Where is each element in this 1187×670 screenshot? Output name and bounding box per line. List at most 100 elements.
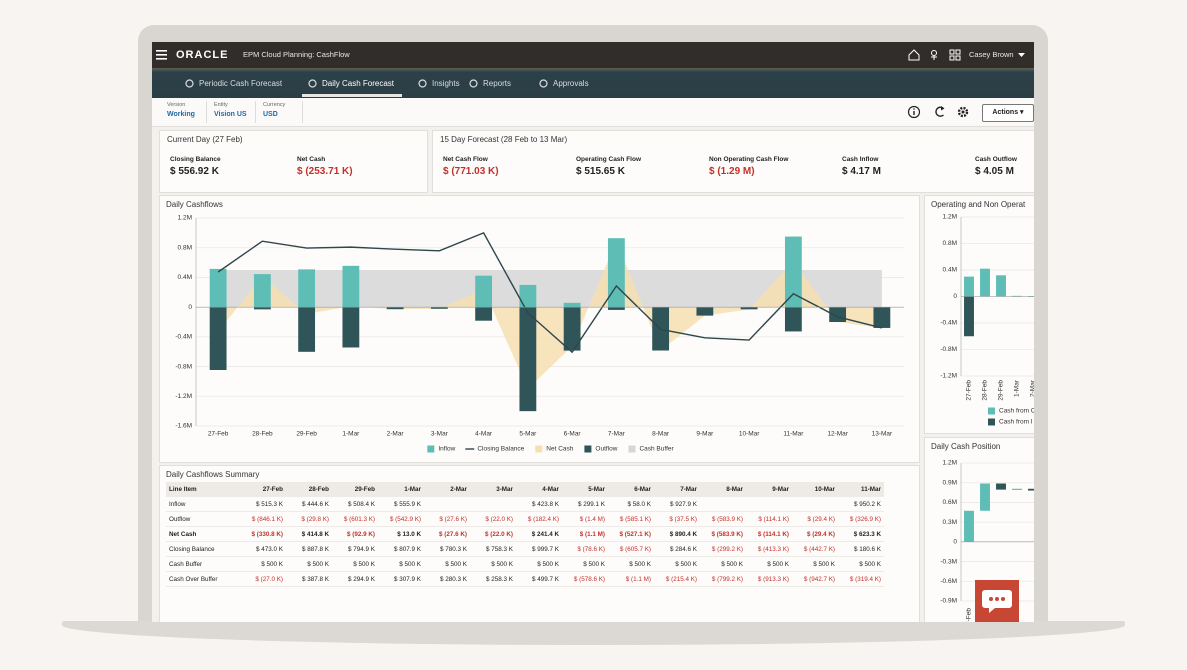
table-cell: $ 887.8 K xyxy=(286,541,332,557)
y-tick-label: -0.4M xyxy=(940,320,957,327)
metric: Net Cash Flow $ (771.03 K) xyxy=(443,156,576,177)
column-header: 2-Mar xyxy=(424,482,470,497)
chat-button[interactable] xyxy=(975,580,1019,622)
metric: Non Operating Cash Flow $ (1.29 M) xyxy=(709,156,842,177)
x-tick-label: 6-Mar xyxy=(564,431,582,438)
x-tick-label: 29-Feb xyxy=(296,431,317,438)
metric-value: $ 4.17 M xyxy=(842,166,881,177)
chart-title: Daily Cashflows xyxy=(166,200,223,209)
table-cell: $ (319.4 K) xyxy=(838,571,884,587)
legend: Cash from C Cash from I xyxy=(988,407,1034,426)
legend-label: Cash from I xyxy=(999,419,1033,426)
bar xyxy=(519,307,537,412)
pov-value[interactable]: USD xyxy=(263,111,278,118)
nav-tab[interactable]: Daily Cash Forecast xyxy=(322,79,395,88)
bar xyxy=(342,307,360,348)
x-tick-label: 28-Feb xyxy=(982,380,989,401)
user-menu[interactable]: Casey Brown xyxy=(969,50,1014,59)
header-icons[interactable] xyxy=(908,48,978,62)
tab-icon[interactable] xyxy=(469,79,478,88)
legend-label: Outflow xyxy=(595,446,617,453)
menu-icon[interactable] xyxy=(156,50,167,60)
pov-value[interactable]: Working xyxy=(167,111,195,118)
table-cell: $ (846.1 K) xyxy=(240,511,286,527)
bar xyxy=(209,307,227,370)
bar xyxy=(784,236,802,308)
table-cell: $ 500 K xyxy=(424,556,470,572)
bar xyxy=(696,307,714,316)
table-cell: $ 13.0 K xyxy=(378,526,424,542)
table-cell: $ 299.1 K xyxy=(562,496,608,512)
bar xyxy=(253,274,271,308)
x-tick-label: 1-Mar xyxy=(1014,379,1021,397)
metric-value: $ (771.03 K) xyxy=(443,166,499,177)
bar xyxy=(430,307,448,309)
nav-tab[interactable]: Periodic Cash Forecast xyxy=(199,79,283,88)
table-cell: $ (92.9 K) xyxy=(332,526,378,542)
tab-icon[interactable] xyxy=(185,79,194,88)
nav-tab[interactable]: Insights xyxy=(432,79,460,88)
app-title: EPM Cloud Planning: CashFlow xyxy=(243,50,350,59)
bar xyxy=(209,268,227,308)
metric-value: $ (1.29 M) xyxy=(709,166,755,177)
legend-swatch xyxy=(628,445,636,453)
x-tick-label: 8-Mar xyxy=(652,431,670,438)
nav-tab[interactable]: Approvals xyxy=(553,79,589,88)
x-tick-label: 10-Mar xyxy=(739,431,760,438)
row-label: Outflow xyxy=(166,511,240,527)
bar xyxy=(563,307,581,351)
table-cell: $ (27.0 K) xyxy=(240,571,286,587)
row-label: Closing Balance xyxy=(166,541,240,557)
table-cell: $ (29.4 K) xyxy=(792,526,838,542)
pov-value[interactable]: Vision US xyxy=(214,111,247,118)
table-cell: $ 241.4 K xyxy=(516,526,562,542)
column-header: 8-Mar xyxy=(700,482,746,497)
table-cell: $ (1.1 M) xyxy=(608,571,654,587)
metric-label: Non Operating Cash Flow xyxy=(709,156,789,163)
table-cell: $ 794.9 K xyxy=(332,541,378,557)
device-base xyxy=(62,621,1125,645)
chart: 1.2M 0.8M 0.4M 0 -0.4M -0.8M -1.2M 27-Feb 28-Feb… xyxy=(940,214,1034,426)
table-cell: $ 927.9 K xyxy=(654,496,700,512)
table-cell xyxy=(470,496,516,512)
y-tick-label: -1.6M xyxy=(175,423,192,430)
table-cell: $ (1.4 M) xyxy=(562,511,608,527)
table-cell: $ 500 K xyxy=(792,556,838,572)
bar xyxy=(873,307,891,328)
y-tick-label: 0.8M xyxy=(178,244,192,251)
legend-label: Cash from C xyxy=(999,408,1034,415)
table-cell: $ 758.3 K xyxy=(470,541,516,557)
table-cell: $ (114.1 K) xyxy=(746,526,792,542)
legend-swatch xyxy=(584,445,592,453)
legend-label: Net Cash xyxy=(546,446,573,453)
y-tick-label: 1.2M xyxy=(943,214,957,221)
table-cell: $ 500 K xyxy=(562,556,608,572)
tab-icon[interactable] xyxy=(308,79,317,88)
bar xyxy=(386,307,404,310)
toolbar-icons[interactable] xyxy=(907,105,972,119)
tab-icon[interactable] xyxy=(539,79,548,88)
tab-icon[interactable] xyxy=(418,79,427,88)
legend-swatch xyxy=(988,407,995,415)
actions-button[interactable]: Actions ▾ xyxy=(982,104,1034,122)
metric: Operating Cash Flow $ 515.65 K xyxy=(576,156,709,177)
bar xyxy=(829,307,847,322)
table-cell: $ 623.3 K xyxy=(838,526,884,542)
table-title: Daily Cashflows Summary xyxy=(166,470,260,479)
table-panel: Daily Cashflows Summary Line Item 27-Feb 2… xyxy=(159,465,920,622)
table-cell: $ (29.8 K) xyxy=(286,511,332,527)
metric-label: Cash Inflow xyxy=(842,156,879,163)
user-caret[interactable] xyxy=(1018,53,1025,58)
x-tick-label: 11-Mar xyxy=(783,431,804,438)
chat-icon[interactable] xyxy=(975,580,1019,622)
table-cell: $ 500 K xyxy=(516,556,562,572)
table-cell: $ (542.9 K) xyxy=(378,511,424,527)
column-header: 1-Mar xyxy=(378,482,424,497)
bar xyxy=(1028,488,1034,491)
bar xyxy=(475,307,493,321)
nav-tab[interactable]: Reports xyxy=(483,79,512,88)
table-cell: $ (37.5 K) xyxy=(654,511,700,527)
y-tick-label: 1.2M xyxy=(943,460,957,467)
actions-label[interactable]: Actions xyxy=(992,109,1019,116)
